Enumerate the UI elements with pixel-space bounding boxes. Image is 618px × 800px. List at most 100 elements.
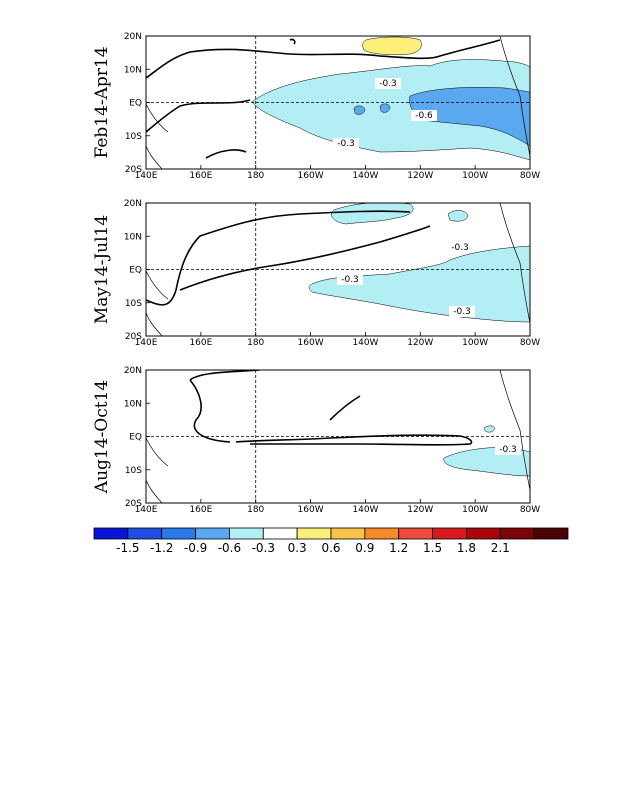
coastline [499,36,530,157]
colorbar-swatch [364,527,400,540]
contour-label-bg [449,306,475,317]
zero-contour [146,99,251,133]
x-tick-label: 160E [189,338,212,348]
coastline [499,203,530,324]
x-tick-label: 160W [298,505,324,515]
x-tick-label: 180 [247,505,264,515]
contour-label-bg [447,242,473,253]
x-tick-label: 100W [462,338,488,348]
x-tick-label: 180 [247,171,264,181]
x-tick-label: 80W [520,171,540,181]
panel-2: 140E 160E 180 160W 140W 120W 100W 80W 20N 10N EQ 10… [92,199,540,348]
zero-contour [146,39,501,79]
y-tick-label: EQ [129,433,142,443]
contour-label-bg [375,78,401,89]
colorbar-label: 1.5 [423,541,442,555]
coastline [146,103,169,169]
x-tick-label: 140W [352,338,378,348]
colorbar-swatch [499,527,535,540]
colorbar-label: 2.1 [491,541,510,555]
x-tick-label: 120W [407,171,433,181]
colorbar-swatch [262,527,298,540]
y-tick-label: 10N [124,65,142,75]
zero-contour [146,289,177,306]
colorbar-swatch [533,527,569,540]
x-tick-label: 140W [352,171,378,181]
x-tick-label: 80W [520,338,540,348]
contour-label: -0.6 [415,111,433,121]
y-tick-label: EQ [129,266,142,276]
colorbar-swatch [398,527,433,540]
anomaly-region [331,203,414,225]
colorbar-swatch [296,527,332,540]
zero-contour [179,225,431,291]
x-tick-label: 140W [352,505,378,515]
y-tick-label: 10N [124,399,142,409]
x-tick-label: 140E [135,338,158,348]
y-tick-label: 20N [124,366,142,376]
contour-label-bg [333,138,359,149]
colorbar-swatch [466,527,501,540]
colorbar-label: 0.6 [321,541,340,555]
x-tick-label: 140E [135,171,158,181]
x-tick-label: 100W [462,171,488,181]
y-tick-label: 20N [124,32,142,42]
colorbar-label: -0.3 [252,541,275,555]
anomaly-region [353,105,366,115]
y-tick-label: EQ [129,99,142,109]
x-tick-label: 160E [189,171,212,181]
y-tick-label: 10S [125,132,142,142]
anomaly-region [483,425,495,433]
panel-1: 140E 160E 180 160W 140W 120W 100W 80W 20N 10N EQ 10… [92,32,540,181]
panel-plot-area [146,203,530,336]
anomaly-region [362,36,422,56]
contour-label: -0.3 [453,307,471,317]
contour-label: -0.3 [337,139,355,149]
x-tick-label: 160W [298,171,324,181]
zero-contour [175,210,411,291]
y-tick-label: 20S [125,332,142,342]
x-tick-label: 160W [298,338,324,348]
colorbar-label: -0.6 [218,541,241,555]
colorbar-label: 1.2 [389,541,408,555]
x-tick-label: 180 [247,338,264,348]
panel-plot-area [146,36,530,169]
x-tick-label: 140E [135,505,158,515]
contour-label-bg [411,110,437,121]
colorbar-label: -1.5 [116,541,139,555]
period-label: May14-Jul14 [92,215,112,324]
y-tick-label: 20N [124,199,142,209]
contour-label-bg [495,444,521,455]
contour-label: -0.3 [499,445,517,455]
zero-contour [205,149,247,159]
anomaly-region [308,245,530,323]
coastline [499,370,530,491]
zero-contour [235,434,473,446]
contour-label: -0.3 [341,275,359,285]
zero-contour [329,395,361,421]
colorbar-label: 0.3 [288,541,307,555]
colorbar: -1.5 -1.2 -0.9 -0.6 -0.3 0.3 0.6 0.9 1.2 1.5 1.8 2.… [93,527,569,555]
zero-contour [189,370,261,443]
x-tick-label: 80W [520,505,540,515]
contour-label: -0.3 [379,79,397,89]
coastline [146,270,169,336]
colorbar-label: 1.8 [457,541,476,555]
anomaly-region [379,103,391,113]
colorbar-swatch [93,527,129,540]
x-tick-label: 120W [407,338,433,348]
anomaly-region [447,210,469,222]
colorbar-swatch [229,527,264,540]
coastline [146,437,169,503]
colorbar-swatch [161,527,196,540]
period-label: Aug14-Oct14 [92,380,112,494]
y-tick-label: 20S [125,499,142,509]
y-tick-label: 10S [125,299,142,309]
period-label: Feb14-Apr14 [92,46,112,158]
x-tick-label: 100W [462,505,488,515]
panel-3: 140E 160E 180 160W 140W 120W 100W 80W 20N 10N EQ 10… [92,366,540,515]
zero-contour [289,38,296,45]
colorbar-swatch [432,527,467,540]
contour-label: -0.3 [451,243,469,253]
